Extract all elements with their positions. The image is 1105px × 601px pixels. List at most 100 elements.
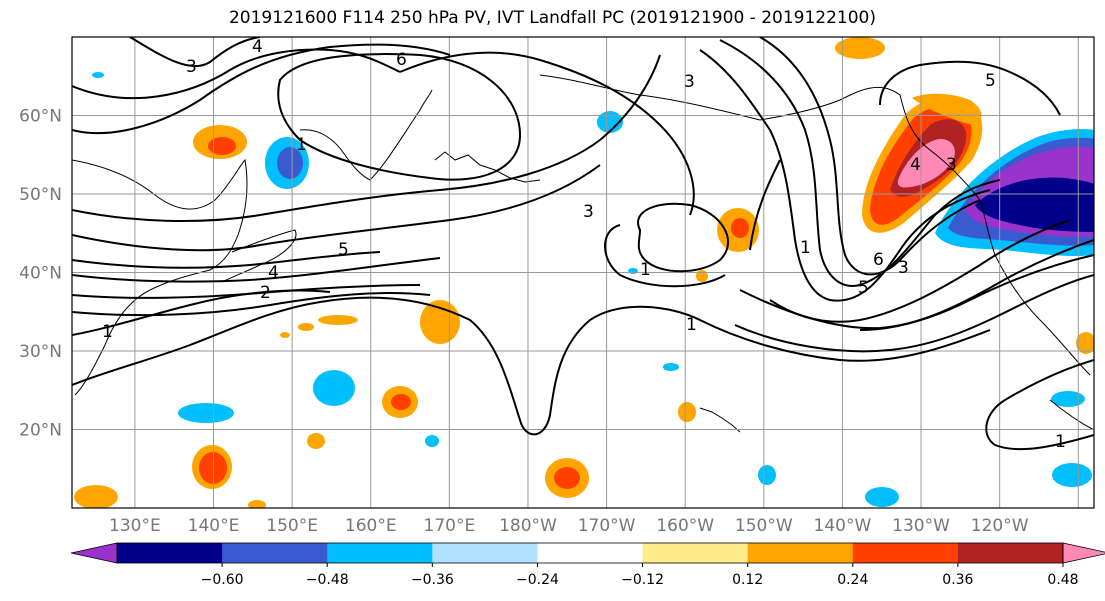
contour-label: 3 xyxy=(186,57,197,77)
colorbar-cell xyxy=(537,543,644,563)
negative-anomaly xyxy=(1051,391,1085,407)
coastline-kamchatka xyxy=(299,89,433,181)
latitude-label: 20°N xyxy=(19,421,62,441)
contour-label: 1 xyxy=(686,315,697,335)
coastline-alaska xyxy=(759,86,981,201)
positive-anomaly xyxy=(280,332,290,338)
longitude-label: 160°E xyxy=(345,516,397,536)
negative-anomaly xyxy=(92,72,104,78)
pv-contour xyxy=(985,359,1094,451)
pv-contour xyxy=(72,54,661,223)
positive-anomaly xyxy=(199,452,227,484)
pv-contour xyxy=(72,289,331,336)
hawaii xyxy=(699,407,741,433)
pv-contour xyxy=(879,60,1061,116)
contour-label: 1 xyxy=(640,260,651,280)
longitude-label: 140°E xyxy=(188,516,240,536)
pv-contour xyxy=(637,202,730,273)
positive-anomaly-alaska-north xyxy=(912,93,982,125)
longitude-label: 180°W xyxy=(499,516,557,536)
contour-label: 5 xyxy=(338,240,349,260)
colorbar-tick-label: −0.48 xyxy=(306,572,349,588)
pv-contour xyxy=(72,164,601,252)
pv-contour xyxy=(859,254,1094,331)
pv-contours xyxy=(72,37,1094,451)
colorbar-cell xyxy=(222,543,328,563)
positive-anomaly xyxy=(696,270,708,282)
contour-label: 6 xyxy=(396,50,407,70)
pv-contour xyxy=(699,49,991,302)
pv-contour xyxy=(277,53,522,181)
contour-labels: 4 3 6 1 3 5 4 2 1 1 3 1 1 4 5 6 3 3 5 1 xyxy=(102,37,1066,452)
pv-contour xyxy=(759,37,981,276)
colorbar-extend-max xyxy=(1062,542,1105,564)
positive-anomaly xyxy=(420,300,460,344)
positive-anomaly xyxy=(248,500,266,508)
latitude-label: 50°N xyxy=(19,185,62,205)
longitude-label: 130°W xyxy=(892,516,950,536)
positive-anomaly xyxy=(554,467,580,489)
contour-label: 3 xyxy=(583,202,594,222)
pv-contour xyxy=(129,37,261,68)
longitude-label: 140°W xyxy=(814,516,872,536)
contour-label: 3 xyxy=(684,72,695,92)
negative-anomaly xyxy=(758,465,776,485)
pv-contour xyxy=(734,274,1094,353)
positive-anomaly xyxy=(307,433,325,449)
contour-label: 1 xyxy=(1055,432,1066,452)
negative-anomaly xyxy=(865,487,899,507)
longitude-label: 130°E xyxy=(109,516,161,536)
map-title: 2019121600 F114 250 hPa PV, IVT Landfall… xyxy=(228,8,876,28)
colorbar: −0.60 −0.48 −0.36 −0.24 −0.12 0.12 0.24 0.36 0.4… xyxy=(70,542,1105,588)
colorbar-tick-label: 0.24 xyxy=(837,572,868,588)
longitude-label: 120°W xyxy=(971,516,1029,536)
positive-anomaly xyxy=(731,218,749,238)
contour-label: 4 xyxy=(910,155,921,175)
colorbar-tick-label: 0.48 xyxy=(1047,572,1078,588)
colorbar-cell xyxy=(957,543,1064,563)
colorbar-tick-label: 0.36 xyxy=(942,572,973,588)
pv-contour xyxy=(604,224,726,288)
pv-contour xyxy=(72,296,991,436)
longitude-label: 170°E xyxy=(424,516,476,536)
colorbar-cell xyxy=(852,543,959,563)
positive-anomaly xyxy=(298,323,314,331)
colorbar-extend-min xyxy=(70,542,118,564)
colorbar-cell xyxy=(432,543,538,563)
contour-label: 3 xyxy=(946,155,957,175)
contour-label: 1 xyxy=(800,238,811,258)
colorbar-frame xyxy=(116,542,1064,564)
negative-anomaly xyxy=(277,147,303,179)
coastline-north-america xyxy=(979,199,1091,376)
contour-label: 1 xyxy=(296,135,307,155)
coastlines xyxy=(72,74,1094,433)
negative-anomaly xyxy=(597,111,623,133)
anomaly-fills xyxy=(74,37,1094,508)
longitude-label: 160°W xyxy=(656,516,714,536)
negative-anomaly xyxy=(628,268,638,274)
longitude-label: 170°W xyxy=(578,516,636,536)
positive-anomaly xyxy=(835,37,885,59)
pv-contour xyxy=(72,257,441,283)
colorbar-tick-label: −0.24 xyxy=(516,572,559,588)
pv-contour xyxy=(72,43,451,135)
island-chain xyxy=(434,151,541,183)
negative-anomaly xyxy=(178,403,234,423)
pv-contour xyxy=(399,51,695,216)
longitude-labels: 130°E 140°E 150°E 160°E 170°E 180°W 170°W 160°W… xyxy=(109,516,1029,536)
contour-label: 1 xyxy=(102,322,113,342)
contour-label: 2 xyxy=(260,283,271,303)
latitude-label: 60°N xyxy=(19,107,62,127)
negative-anomaly-plume-max xyxy=(975,177,1094,232)
map-panel: 4 3 6 1 3 5 4 2 1 1 3 1 1 4 5 6 3 3 5 1 xyxy=(72,37,1094,508)
positive-anomaly xyxy=(318,315,358,325)
negative-anomaly xyxy=(663,363,679,371)
colorbar-cell xyxy=(327,543,433,563)
colorbar-cell xyxy=(117,543,223,563)
contour-label: 5 xyxy=(858,278,869,298)
pv-contour xyxy=(719,39,1001,287)
contour-label: 4 xyxy=(252,37,263,57)
negative-anomaly xyxy=(425,435,439,447)
colorbar-cell xyxy=(747,543,854,563)
